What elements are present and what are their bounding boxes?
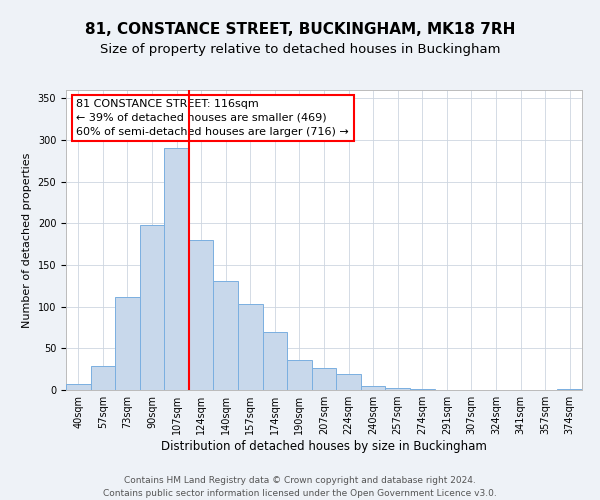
Text: 81 CONSTANCE STREET: 116sqm
← 39% of detached houses are smaller (469)
60% of se: 81 CONSTANCE STREET: 116sqm ← 39% of det… bbox=[76, 99, 349, 137]
Bar bbox=[238, 304, 263, 390]
Text: Size of property relative to detached houses in Buckingham: Size of property relative to detached ho… bbox=[100, 42, 500, 56]
Bar bbox=[66, 384, 91, 390]
Bar bbox=[91, 366, 115, 390]
Text: 81, CONSTANCE STREET, BUCKINGHAM, MK18 7RH: 81, CONSTANCE STREET, BUCKINGHAM, MK18 7… bbox=[85, 22, 515, 38]
Bar bbox=[164, 148, 189, 390]
Bar bbox=[312, 368, 336, 390]
Bar bbox=[189, 240, 214, 390]
Bar bbox=[410, 389, 434, 390]
Bar bbox=[287, 360, 312, 390]
Y-axis label: Number of detached properties: Number of detached properties bbox=[22, 152, 32, 328]
Bar bbox=[140, 225, 164, 390]
Bar bbox=[115, 296, 140, 390]
Bar bbox=[336, 374, 361, 390]
Bar bbox=[214, 281, 238, 390]
Bar bbox=[361, 386, 385, 390]
Bar bbox=[263, 332, 287, 390]
Bar bbox=[385, 388, 410, 390]
Bar bbox=[557, 389, 582, 390]
X-axis label: Distribution of detached houses by size in Buckingham: Distribution of detached houses by size … bbox=[161, 440, 487, 453]
Text: Contains HM Land Registry data © Crown copyright and database right 2024.
Contai: Contains HM Land Registry data © Crown c… bbox=[103, 476, 497, 498]
